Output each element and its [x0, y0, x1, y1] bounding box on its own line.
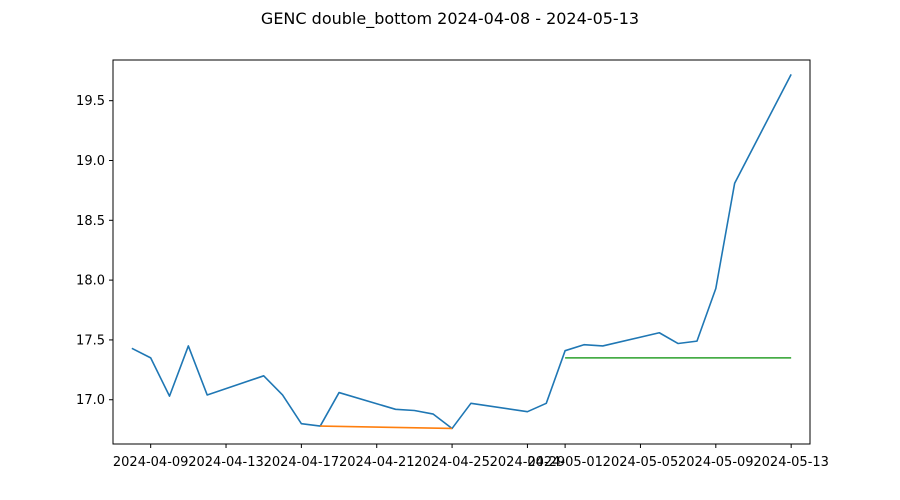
series-line-1: [131, 73, 792, 430]
y-tick-label: 19.5: [76, 94, 105, 109]
x-tick-label: 2024-05-09: [678, 455, 754, 470]
series-line-2: [320, 425, 453, 430]
x-tick-label: 2024-05-13: [753, 455, 829, 470]
x-tick-label: 2024-04-17: [264, 455, 340, 470]
x-tick-label: 2024-04-21: [339, 455, 415, 470]
y-tick-label: 18.5: [76, 214, 105, 229]
y-tick-label: 17.5: [76, 333, 105, 348]
x-tick-label: 2024-04-09: [113, 455, 189, 470]
y-tick-label: 19.0: [76, 154, 105, 169]
x-tick-label: 2024-04-25: [414, 455, 490, 470]
x-tick-label: 2024-05-05: [603, 455, 679, 470]
x-tick-label: 2024-04-29: [490, 455, 566, 470]
y-tick-label: 17.0: [76, 393, 105, 408]
y-tick-label: 18.0: [76, 274, 105, 289]
x-tick-label: 2024-05-01: [527, 455, 603, 470]
chart-title: GENC double_bottom 2024-04-08 - 2024-05-…: [261, 9, 639, 29]
x-tick-label: 2024-04-13: [188, 455, 264, 470]
plot-frame: [112, 59, 811, 445]
